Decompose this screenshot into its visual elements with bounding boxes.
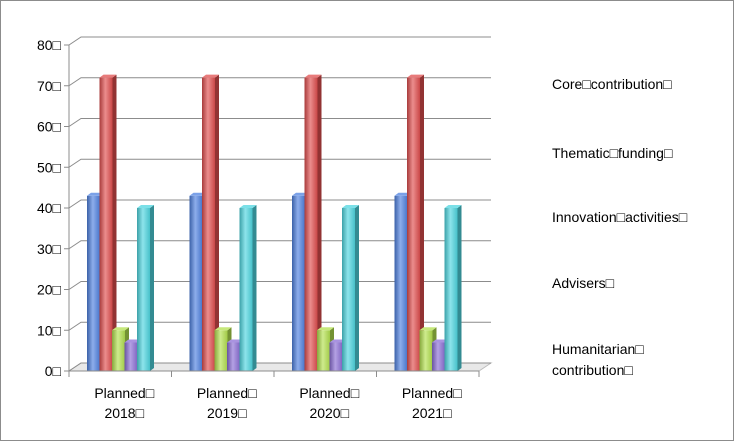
y-tick-label: 40□ [37,200,62,216]
gridlines [68,36,491,372]
bar [304,74,322,371]
legend-entry: Core□contribution□ [552,76,672,92]
gridline [68,281,491,290]
legend: Core□contribution□ Thematic□funding□ Innov… [552,76,688,378]
bar [407,74,424,371]
gridline [68,240,491,250]
gridline [68,158,491,168]
x-axis-category-labels: Planned□ 2018□ Planned□ 2019□ Planned□ 2020□ P… [94,385,462,421]
bar [444,205,462,371]
y-tick-label: 30□ [37,241,62,257]
y-tick-label: 80□ [37,37,62,53]
bar [202,74,219,371]
gridline [68,199,491,209]
x-category-label: Planned□ 2018□ [94,385,154,421]
gridline [68,118,491,127]
gridline [68,77,491,87]
legend-entry: Advisers□ [552,275,615,291]
axes [64,44,480,377]
bar [99,74,117,371]
bar-series [87,74,462,371]
legend-entry: Humanitarian□ contribution□ [552,341,644,378]
gridline [68,36,491,46]
y-tick-label: 60□ [37,119,62,135]
y-tick-label: 20□ [37,282,62,298]
x-category-label: Planned□ 2019□ [197,385,257,421]
y-tick-label: 0□ [45,363,62,379]
y-axis-tick-labels: 0□ 10□ 20□ 30□ 40□ 50□ 60□ 70□ 80□ [37,37,62,379]
legend-entry: Innovation□activities□ [552,209,688,225]
bar [137,205,154,371]
y-tick-label: 70□ [37,78,62,94]
x-category-label: Planned□ 2021□ [402,385,462,421]
y-tick-label: 10□ [37,322,62,338]
bar [239,205,257,371]
bar [342,205,359,371]
y-tick-label: 50□ [37,159,62,175]
legend-entry: Thematic□funding□ [552,145,673,161]
x-category-label: Planned□ 2020□ [299,385,359,421]
